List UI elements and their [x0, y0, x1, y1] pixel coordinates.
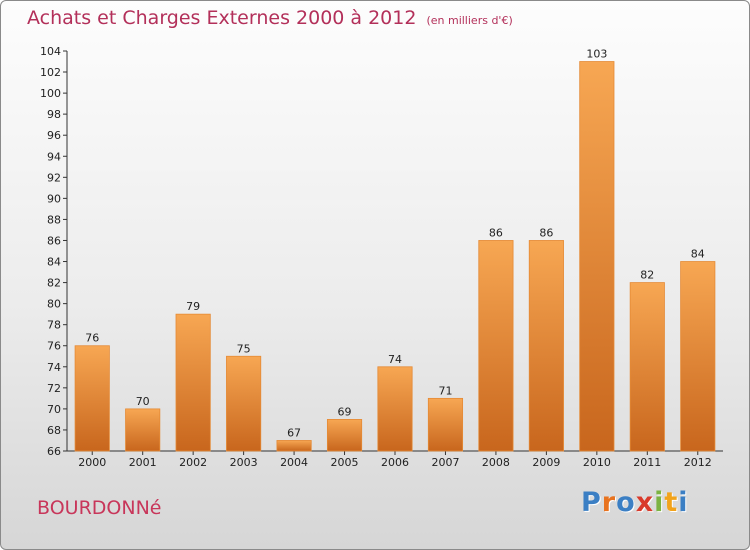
- y-tick-label: 74: [47, 361, 61, 374]
- y-tick-label: 66: [47, 445, 61, 458]
- bar: [427, 397, 464, 452]
- value-label: 86: [489, 226, 503, 239]
- value-label: 103: [586, 48, 607, 61]
- x-tick-label: 2001: [129, 456, 157, 469]
- y-tick-label: 76: [47, 340, 61, 353]
- x-tick-label: 2000: [78, 456, 106, 469]
- value-label: 79: [186, 300, 200, 313]
- x-tick-label: 2008: [482, 456, 510, 469]
- bar: [276, 440, 312, 452]
- y-tick-label: 92: [47, 171, 61, 184]
- bar: [478, 240, 514, 452]
- title-unit: (en milliers d'€): [426, 14, 513, 27]
- bar: [528, 240, 564, 452]
- bars: 76 70 79 75 67 69 74 71 86 86 103 82 84: [74, 48, 716, 452]
- commune-name: BOURDONNé: [37, 497, 162, 519]
- logo-letter: x: [635, 487, 655, 518]
- logo-letter: i: [678, 487, 689, 518]
- bar: [377, 366, 413, 452]
- bar: [226, 355, 262, 452]
- x-tick-label: 2004: [280, 456, 308, 469]
- x-tick-label: 2007: [431, 456, 459, 469]
- y-tick-label: 68: [47, 424, 61, 437]
- y-tick-label: 88: [47, 213, 61, 226]
- proxiti-logo: Proxiti: [581, 487, 689, 518]
- bar: [326, 419, 363, 452]
- value-label: 75: [237, 342, 251, 355]
- y-tick-label: 100: [40, 87, 61, 100]
- y-tick-label: 72: [47, 382, 61, 395]
- x-tick-label: 2010: [583, 456, 611, 469]
- x-tick-label: 2012: [684, 456, 712, 469]
- value-label: 82: [640, 269, 654, 282]
- value-label: 76: [85, 332, 99, 345]
- logo-letter: P: [581, 487, 602, 518]
- y-tick-label: 96: [47, 129, 61, 142]
- y-tick-label: 104: [40, 45, 61, 58]
- bar: [680, 261, 716, 452]
- x-tick-label: 2003: [230, 456, 258, 469]
- y-tick-label: 70: [47, 403, 61, 416]
- value-label: 70: [136, 395, 150, 408]
- bar: [125, 408, 161, 452]
- x-tick-label: 2002: [179, 456, 207, 469]
- bar: [629, 282, 665, 452]
- bar: [579, 61, 615, 452]
- value-label: 74: [388, 353, 402, 366]
- value-label: 67: [287, 426, 301, 439]
- x-tick-label: 2011: [633, 456, 661, 469]
- y-tick-label: 86: [47, 234, 61, 247]
- logo-letter: i: [654, 487, 665, 518]
- value-label: 86: [539, 226, 553, 239]
- bar: [175, 313, 211, 452]
- title-text: Achats et Charges Externes 2000 à 2012: [27, 7, 417, 29]
- logo-letter: t: [664, 487, 679, 518]
- value-label: 84: [691, 248, 705, 261]
- x-tick-label: 2009: [532, 456, 560, 469]
- y-tick-label: 80: [47, 298, 61, 311]
- y-tick-label: 78: [47, 319, 61, 332]
- chart-title: Achats et Charges Externes 2000 à 2012 (e…: [27, 7, 513, 29]
- y-tick-label: 98: [47, 108, 61, 121]
- y-tick-label: 90: [47, 192, 61, 205]
- y-tick-label: 94: [47, 150, 61, 163]
- y-tick-label: 102: [40, 66, 61, 79]
- logo-letter: o: [616, 487, 636, 518]
- bar: [74, 345, 110, 452]
- value-label: 71: [438, 384, 452, 397]
- x-tick-label: 2006: [381, 456, 409, 469]
- logo-letter: r: [601, 487, 617, 518]
- value-label: 69: [338, 405, 352, 418]
- x-tick-label: 2005: [331, 456, 359, 469]
- y-tick-label: 82: [47, 277, 61, 290]
- y-tick-label: 84: [47, 256, 61, 269]
